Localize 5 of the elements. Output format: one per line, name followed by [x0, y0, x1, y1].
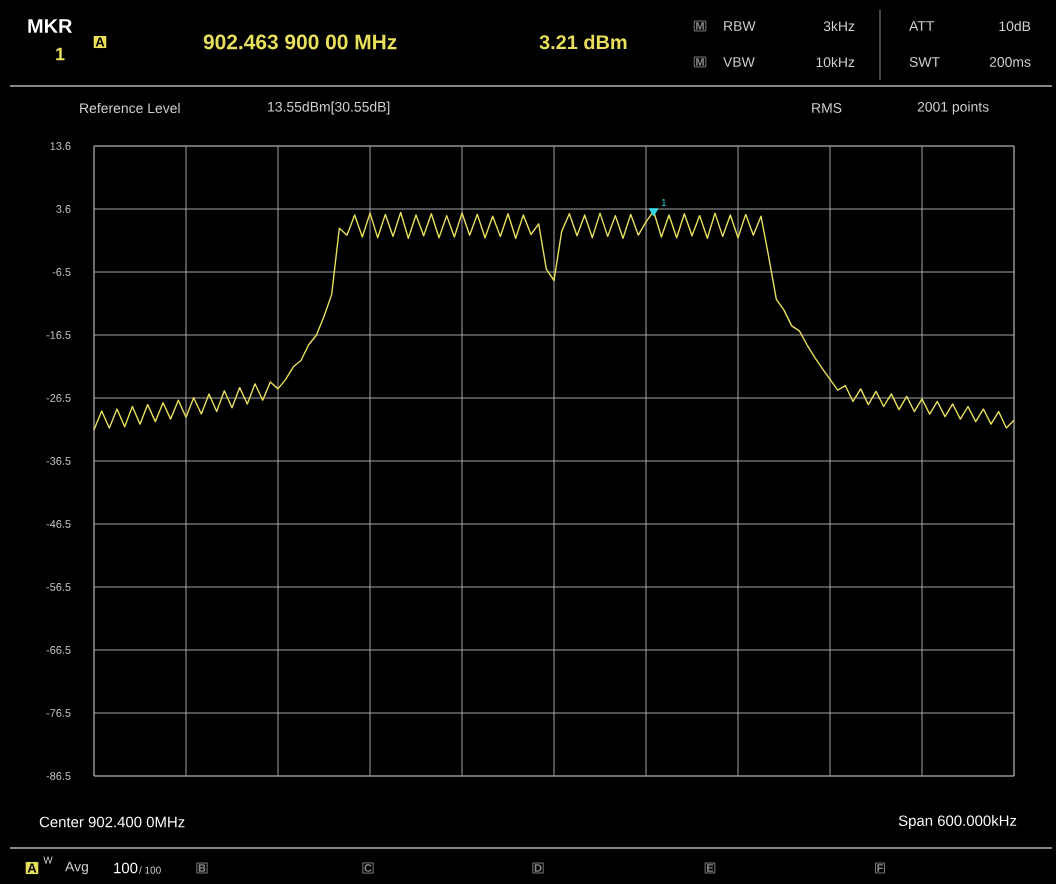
text: 3.21 dBm — [539, 34, 627, 50]
text: MKR — [28, 19, 73, 33]
text: 1 — [56, 47, 65, 61]
line-series — [93, 210, 1015, 431]
text: 902.463 900 00 MHz — [203, 34, 397, 50]
